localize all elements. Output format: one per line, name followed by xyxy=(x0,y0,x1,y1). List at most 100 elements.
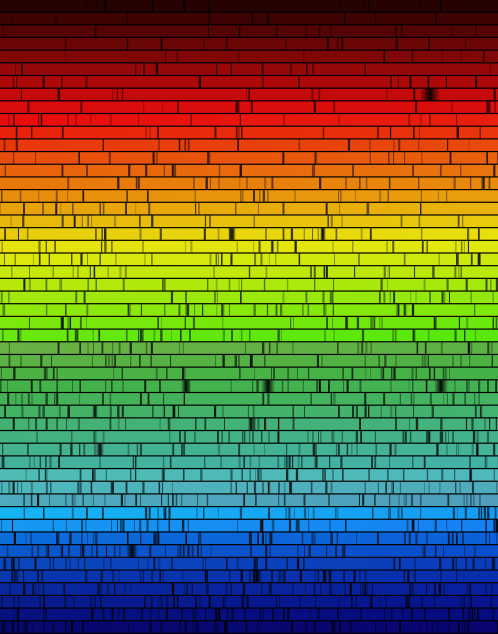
absorption-line xyxy=(52,557,55,570)
absorption-line xyxy=(257,469,260,481)
absorption-line xyxy=(204,608,206,621)
row-break xyxy=(172,494,174,506)
absorption-line xyxy=(344,12,346,25)
absorption-line xyxy=(138,215,141,228)
absorption-line xyxy=(28,278,32,291)
absorption-line xyxy=(265,545,268,557)
absorption-line xyxy=(168,507,171,519)
absorption-line xyxy=(119,266,122,278)
absorption-line xyxy=(369,139,371,151)
absorption-line xyxy=(448,291,450,304)
spectrum-row xyxy=(0,304,498,316)
absorption-line xyxy=(474,304,476,316)
absorption-line xyxy=(369,152,371,164)
absorption-line xyxy=(329,519,331,532)
absorption-line xyxy=(95,278,97,291)
absorption-line xyxy=(38,240,41,253)
absorption-line xyxy=(437,190,439,202)
absorption-line xyxy=(328,494,330,506)
absorption-line xyxy=(370,342,372,354)
absorption-line xyxy=(237,519,238,532)
absorption-line xyxy=(184,317,186,329)
broad-absorption-line xyxy=(96,443,104,456)
absorption-line xyxy=(279,304,283,316)
absorption-line xyxy=(269,532,272,545)
absorption-line xyxy=(115,253,117,266)
absorption-line xyxy=(336,532,338,545)
absorption-line xyxy=(373,317,376,329)
absorption-line xyxy=(275,253,277,266)
absorption-line xyxy=(292,456,294,468)
absorption-line xyxy=(275,595,277,608)
absorption-line xyxy=(364,405,367,418)
absorption-line xyxy=(180,621,182,633)
absorption-line xyxy=(130,469,132,481)
absorption-line xyxy=(472,494,475,506)
spectrum-row xyxy=(0,469,498,481)
absorption-line xyxy=(463,494,465,506)
absorption-line xyxy=(393,291,396,304)
absorption-line xyxy=(434,12,438,25)
broad-absorption-line xyxy=(420,88,440,101)
absorption-line xyxy=(249,355,252,367)
absorption-line xyxy=(415,418,419,430)
absorption-line xyxy=(57,342,60,354)
absorption-line xyxy=(303,50,305,63)
absorption-line xyxy=(198,76,202,88)
absorption-line xyxy=(368,405,370,418)
absorption-line xyxy=(111,342,114,354)
absorption-line xyxy=(162,456,165,468)
absorption-line xyxy=(375,12,377,25)
absorption-line xyxy=(434,519,437,532)
absorption-line xyxy=(237,101,240,113)
absorption-line xyxy=(60,202,62,215)
absorption-line xyxy=(456,126,459,139)
absorption-line xyxy=(471,342,473,354)
absorption-line xyxy=(374,621,376,633)
absorption-line xyxy=(388,494,391,506)
absorption-line xyxy=(228,431,230,443)
absorption-line xyxy=(264,355,266,367)
absorption-line xyxy=(182,545,184,557)
absorption-line xyxy=(330,532,332,545)
absorption-line xyxy=(10,570,12,583)
absorption-line xyxy=(215,608,218,621)
absorption-line xyxy=(329,583,331,595)
absorption-line xyxy=(243,583,245,595)
absorption-line xyxy=(113,367,115,380)
absorption-line xyxy=(495,278,498,291)
absorption-line xyxy=(126,38,129,50)
absorption-line xyxy=(214,291,216,304)
absorption-line xyxy=(456,253,458,266)
absorption-line xyxy=(445,76,447,88)
absorption-line xyxy=(160,621,162,633)
absorption-line xyxy=(279,595,280,608)
absorption-line xyxy=(263,278,266,291)
absorption-line xyxy=(423,608,426,621)
absorption-line xyxy=(441,291,444,304)
absorption-line xyxy=(378,291,381,304)
absorption-line xyxy=(20,88,22,101)
absorption-line xyxy=(222,317,224,329)
absorption-line xyxy=(482,50,485,63)
absorption-line xyxy=(171,557,173,570)
absorption-line xyxy=(334,253,335,266)
absorption-line xyxy=(390,608,392,621)
absorption-line xyxy=(198,532,200,545)
absorption-line xyxy=(464,329,466,342)
absorption-line xyxy=(414,266,416,278)
absorption-line xyxy=(79,342,81,354)
absorption-line xyxy=(186,304,190,316)
absorption-line xyxy=(286,443,287,456)
absorption-line xyxy=(92,469,95,481)
absorption-line xyxy=(492,291,494,304)
spectrum-row xyxy=(0,253,498,266)
absorption-line xyxy=(387,278,389,291)
absorption-line xyxy=(157,126,159,139)
absorption-line xyxy=(355,595,357,608)
absorption-line xyxy=(203,507,205,519)
absorption-line xyxy=(398,494,400,506)
absorption-line xyxy=(392,240,395,253)
absorption-line xyxy=(426,621,428,633)
absorption-line xyxy=(138,329,140,342)
